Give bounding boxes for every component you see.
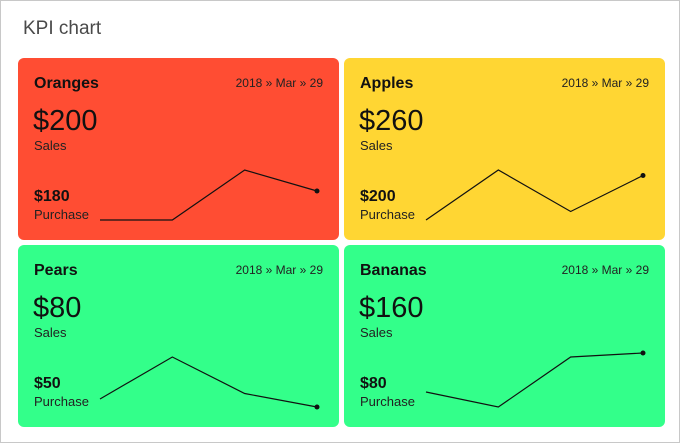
kpi-card-bananas: Bananas 2018 » Mar » 29 $160 Sales $80 P…: [344, 245, 665, 427]
kpi-card-oranges: Oranges 2018 » Mar » 29 $200 Sales $180 …: [18, 58, 339, 240]
sales-value: $160: [359, 292, 424, 324]
card-date: 2018 » Mar » 29: [561, 263, 649, 277]
purchase-label: Purchase: [34, 207, 89, 222]
card-name: Apples: [360, 75, 414, 92]
purchase-label: Purchase: [34, 394, 89, 409]
sparkline: [99, 356, 320, 410]
card-name: Bananas: [360, 262, 427, 279]
sales-label: Sales: [360, 138, 393, 153]
sales-value: $260: [359, 105, 424, 137]
sparkline-end-point: [314, 188, 320, 194]
sales-label: Sales: [360, 325, 393, 340]
kpi-card-pears: Pears 2018 » Mar » 29 $80 Sales $50 Purc…: [18, 245, 339, 427]
sales-value: $200: [33, 105, 98, 137]
sparkline-path: [425, 169, 644, 221]
card-name: Pears: [34, 262, 78, 279]
card-date: 2018 » Mar » 29: [235, 263, 323, 277]
sparkline: [425, 350, 646, 408]
purchase-value: $50: [34, 375, 61, 392]
purchase-value: $180: [34, 188, 70, 205]
sparkline-path: [425, 352, 644, 408]
purchase-label: Purchase: [360, 394, 415, 409]
sparkline-path: [99, 356, 318, 408]
sales-value: $80: [33, 292, 82, 324]
sales-label: Sales: [34, 138, 67, 153]
card-date: 2018 » Mar » 29: [235, 76, 323, 90]
kpi-card-apples: Apples 2018 » Mar » 29 $260 Sales $200 P…: [344, 58, 665, 240]
chart-title: KPI chart: [23, 18, 102, 39]
sparkline: [100, 169, 320, 221]
purchase-value: $200: [360, 188, 396, 205]
sparkline-end-point: [640, 350, 646, 356]
purchase-value: $80: [360, 375, 387, 392]
sales-label: Sales: [34, 325, 67, 340]
purchase-label: Purchase: [360, 207, 415, 222]
card-date: 2018 » Mar » 29: [561, 76, 649, 90]
card-name: Oranges: [34, 75, 99, 92]
sparkline-end-point: [314, 404, 320, 410]
sparkline: [425, 169, 646, 221]
sparkline-end-point: [640, 173, 646, 178]
sparkline-path: [100, 169, 318, 221]
